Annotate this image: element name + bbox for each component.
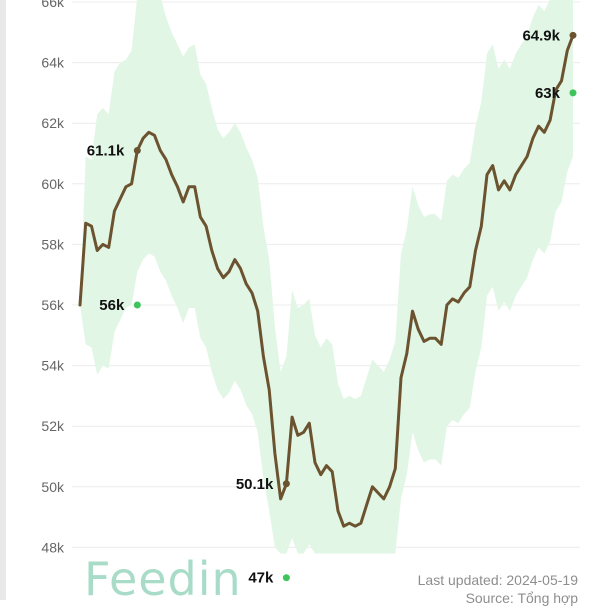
price-series-line [78,33,575,528]
annotations: 61.1k 50.1k 64.9k 56k 47k 63k [87,27,577,587]
price-range-band [80,0,573,554]
y-tick-label: 48k [41,539,65,555]
low-point-marker [133,301,141,309]
annotation-label: 64.9k [522,27,560,44]
annotation-label: 63k [535,85,561,102]
annotation-label: 50.1k [236,476,274,493]
high-point-marker [569,31,577,39]
low-point-marker [569,89,577,97]
y-tick-label: 50k [41,479,65,495]
y-tick-label: 64k [41,55,65,71]
y-tick-label: 52k [41,418,65,434]
annotation-label: 47k [248,570,274,587]
y-tick-label: 58k [41,236,65,252]
y-axis: 48k 50k 52k 54k 56k 58k 60k 62k 64k 66k [41,0,65,555]
source-text: Source: Tổng hợp [465,590,578,606]
high-point-marker [282,480,290,488]
annotation-label: 61.1k [87,142,125,159]
y-tick-label: 66k [41,0,65,10]
price-line [78,33,575,528]
high-point-marker [133,146,141,154]
y-tick-label: 56k [41,297,65,313]
feedin-logo: Feedin [84,552,242,606]
low-point-marker [282,574,290,582]
y-tick-label: 54k [41,358,65,374]
frame-edge [0,0,6,600]
annotation-label: 56k [99,297,125,314]
y-tick-label: 62k [41,115,65,131]
last-updated-text: Last updated: 2024-05-19 [417,572,578,588]
y-tick-label: 60k [41,176,65,192]
range-band-area [80,0,573,554]
